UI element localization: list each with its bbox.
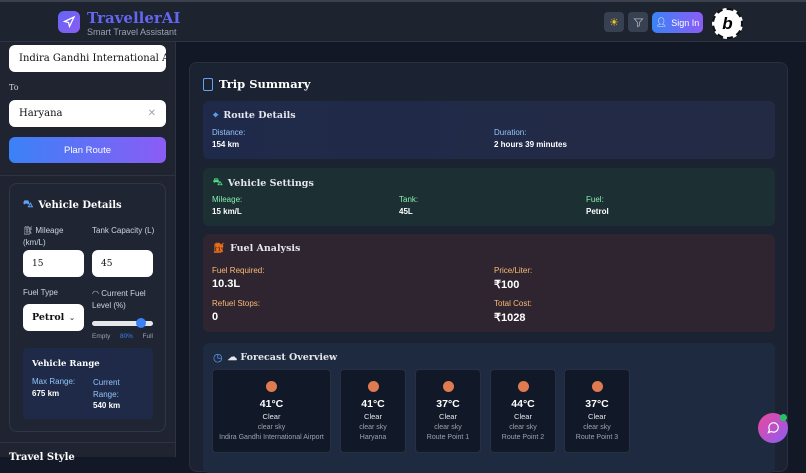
document-icon xyxy=(203,77,213,91)
location: Route Point 3 xyxy=(575,434,619,441)
description: clear sky xyxy=(359,424,387,431)
mileage-label: ⛽︎ Mileage (km/L) xyxy=(23,226,64,247)
description: clear sky xyxy=(257,424,286,431)
condition: Clear xyxy=(262,412,281,421)
travel-style-title: Travel Style xyxy=(9,452,75,463)
fuel-analysis-section: ⛽︎ Fuel Analysis Fuel Required: 10.3L Pri… xyxy=(203,234,775,332)
temperature: 44°C xyxy=(511,398,535,410)
fuel-pump-icon: ⛽︎ xyxy=(23,226,34,235)
fuel-pump-icon: ⛽︎ xyxy=(213,243,226,254)
chat-button[interactable] xyxy=(758,413,788,443)
condition: Clear xyxy=(588,412,606,421)
condition: Clear xyxy=(364,412,382,421)
divider xyxy=(0,442,175,443)
trip-summary-card: Trip Summary ⌖ Route Details Distance: 15… xyxy=(189,62,788,473)
vehicle-range-box: Vehicle Range Max Range: 675 km Current … xyxy=(23,348,153,419)
map-pin-icon: ⌖ xyxy=(213,110,219,121)
description: clear sky xyxy=(509,424,537,431)
header: TravellerAI Smart Travel Assistant ☀ 👤︎ S… xyxy=(0,0,806,42)
temperature: 37°C xyxy=(585,398,609,410)
fuel-type-select[interactable]: Petrol ⌄ xyxy=(23,304,84,331)
vehicle-details-card: ⛍ Vehicle Details ⛽︎ Mileage (km/L) Tank … xyxy=(9,183,166,432)
vehicle-settings-section: ⛍ Vehicle Settings Mileage: 15 km/L Tank:… xyxy=(203,168,775,226)
trip-summary-title: Trip Summary xyxy=(219,77,311,91)
current-range-label: Current Range: xyxy=(93,378,120,399)
temperature: 41°C xyxy=(361,398,385,410)
route-details-section: ⌖ Route Details Distance: 154 km Duration… xyxy=(203,101,775,159)
online-dot xyxy=(780,414,787,421)
max-range-label: Max Range: xyxy=(32,377,76,386)
fuel-type-label: Fuel Type xyxy=(23,288,58,297)
gauge-icon: ◠ xyxy=(92,289,99,298)
full-label: Full xyxy=(142,333,153,340)
location: Route Point 1 xyxy=(426,434,470,441)
location: Haryana xyxy=(359,434,387,441)
condition: Clear xyxy=(514,412,532,421)
sun-icon xyxy=(266,381,277,392)
slider-thumb[interactable] xyxy=(135,318,146,328)
fuel-level-value: 80% xyxy=(119,333,133,340)
from-input[interactable]: Indira Gandhi International Airport xyxy=(9,45,166,72)
user-icon: 👤︎ xyxy=(655,17,668,27)
description: clear sky xyxy=(434,424,462,431)
max-range-value: 675 km xyxy=(32,389,60,398)
fuel-level-slider[interactable] xyxy=(92,318,153,328)
mileage-input[interactable]: 15 xyxy=(23,250,84,277)
description: clear sky xyxy=(583,424,611,431)
divider xyxy=(0,175,175,176)
brand-name[interactable]: TravellerAI xyxy=(87,9,181,27)
distance-value: 154 km xyxy=(212,140,240,149)
empty-label: Empty xyxy=(92,333,111,340)
tagline: Smart Travel Assistant xyxy=(87,27,177,37)
tank-input[interactable]: 45 xyxy=(92,250,153,277)
navigation-arrow-logo-icon[interactable] xyxy=(58,11,80,33)
vehicle-range-title: Vehicle Range xyxy=(32,359,100,369)
location: Route Point 2 xyxy=(501,434,545,441)
current-range-value: 540 km xyxy=(93,401,121,410)
to-input[interactable]: Haryana ✕ xyxy=(9,100,166,127)
forecast-card: 37°C Clear clear sky Route Point 1 xyxy=(415,369,481,453)
forecast-card: 41°C Clear clear sky Haryana xyxy=(340,369,406,453)
chevron-down-icon: ⌄ xyxy=(69,313,75,322)
sun-icon xyxy=(367,381,379,392)
duration-value: 2 hours 39 minutes xyxy=(494,140,567,149)
sun-icon xyxy=(517,381,529,392)
theme-toggle-sun-icon[interactable]: ☀ xyxy=(604,12,624,32)
fuel-level-label: ◠ Current Fuel Level (%) xyxy=(92,289,146,310)
tank-label: Tank Capacity (L) xyxy=(92,226,155,235)
forecast-card: 37°C Clear clear sky Route Point 3 xyxy=(564,369,630,453)
temperature: 37°C xyxy=(436,398,460,410)
forecast-section: ◷ ☁ Forecast Overview 41°C Clear clear sk… xyxy=(203,343,775,473)
forecast-card: 44°C Clear clear sky Route Point 2 xyxy=(490,369,556,453)
sidebar: Indira Gandhi International Airport To H… xyxy=(0,42,176,463)
temperature: 41°C xyxy=(259,398,284,410)
car-icon: ⛍ xyxy=(213,177,223,188)
clock-icon: ◷ xyxy=(213,351,223,364)
plan-route-button[interactable]: Plan Route xyxy=(9,137,166,163)
sun-icon xyxy=(442,381,454,392)
clear-icon[interactable]: ✕ xyxy=(147,108,156,119)
forecast-card: 41°C Clear clear sky Indira Gandhi Inter… xyxy=(212,369,331,453)
to-label: To xyxy=(9,83,19,92)
location: Indira Gandhi International Airport xyxy=(219,434,324,441)
car-icon: ⛍ xyxy=(23,199,34,210)
sign-in-button[interactable]: 👤︎ Sign In xyxy=(652,12,703,33)
sun-icon xyxy=(591,381,603,392)
filter-icon[interactable] xyxy=(628,12,648,32)
condition: Clear xyxy=(439,412,457,421)
bolt-badge-logo[interactable]: b xyxy=(712,8,743,39)
vehicle-details-title: Vehicle Details xyxy=(38,200,122,211)
